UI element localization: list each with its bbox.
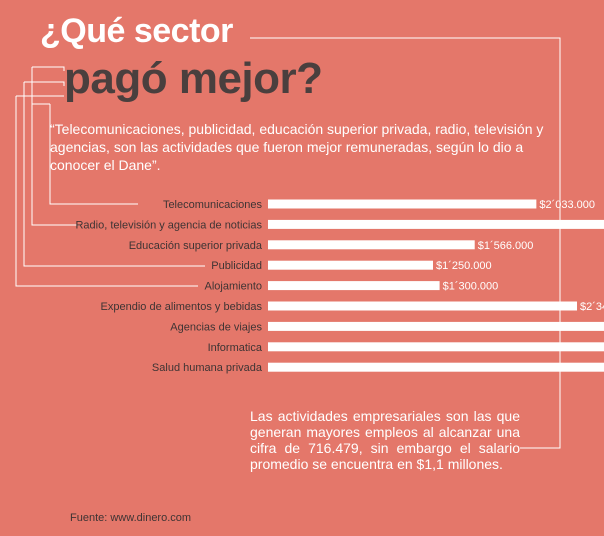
bar-5 <box>268 301 578 311</box>
category-label: Educación superior privada <box>129 240 263 252</box>
bar-7 <box>268 342 604 352</box>
side-note: Las actividades empresariales son las qu… <box>250 408 520 472</box>
value-label: $1´250.000 <box>436 260 492 272</box>
value-label: $2´033.000 <box>539 199 595 211</box>
value-label: $2´341.000 <box>580 301 604 313</box>
category-label: Agencias de viajes <box>170 321 262 333</box>
category-label: Salud humana privada <box>152 362 263 374</box>
title-line-2: pagó mejor? <box>64 54 323 103</box>
category-label: Telecomunicaciones <box>163 199 263 211</box>
connector-lines <box>15 37 561 449</box>
connector-line <box>31 67 80 226</box>
connector-line <box>23 82 205 267</box>
title-line-1: ¿Qué sector <box>40 12 233 50</box>
source-credit: Fuente: www.dinero.com <box>70 512 192 524</box>
connector-line <box>15 96 198 287</box>
category-label: Publicidad <box>211 260 262 272</box>
connector-line <box>32 66 65 71</box>
connector-line <box>49 104 138 205</box>
connector-line <box>250 37 561 449</box>
bar-1 <box>268 219 604 229</box>
chart-bars: Telecomunicaciones $2´033.000 Radio, telev… <box>75 199 604 374</box>
bar-4 <box>268 281 440 291</box>
bar-6 <box>268 321 604 331</box>
value-label: $1´300.000 <box>443 281 499 293</box>
bar-2 <box>268 240 475 250</box>
value-label: $1´566.000 <box>478 240 534 252</box>
bar-0 <box>268 199 537 209</box>
category-label: Alojamiento <box>205 281 262 293</box>
bar-8 <box>268 362 604 372</box>
intro-quote: “Telecomunicaciones, publicidad, educaci… <box>50 121 544 173</box>
connector-line <box>24 81 65 86</box>
category-label: Informatica <box>208 342 263 354</box>
bar-3 <box>268 260 433 270</box>
category-label: Radio, televisión y agencia de noticias <box>75 219 262 231</box>
category-label: Expendio de alimentos y bebidas <box>101 301 263 313</box>
